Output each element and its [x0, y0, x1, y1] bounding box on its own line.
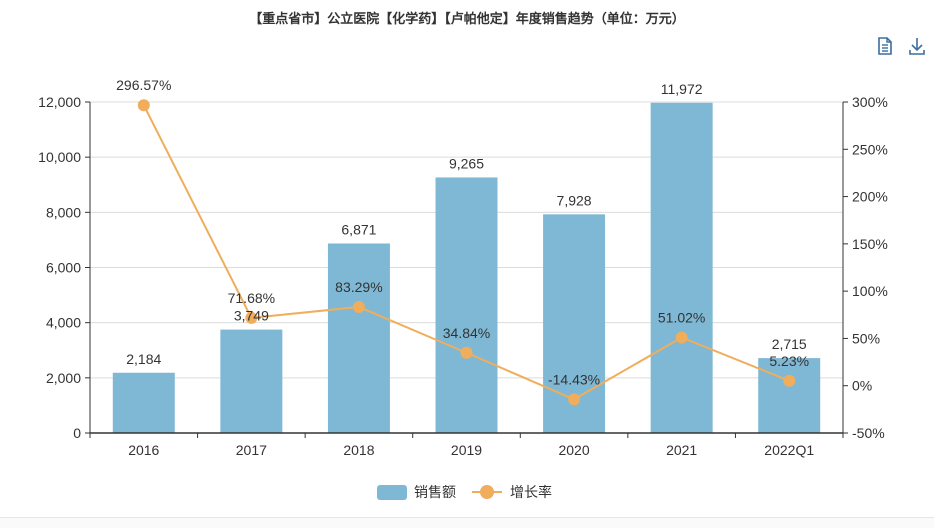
bar-value-label: 11,972 [661, 81, 703, 97]
bar-value-label: 9,265 [449, 155, 484, 171]
y-left-tick-label: 12,000 [38, 94, 81, 110]
y-left-tick-label: 10,000 [38, 149, 81, 165]
download-icon[interactable] [906, 35, 928, 57]
growth-value-label: 5.23% [769, 353, 809, 369]
y-right-tick-label: 100% [852, 283, 888, 299]
growth-point [568, 393, 581, 406]
bar-value-label: 2,715 [772, 336, 807, 352]
bar-value-label: 6,871 [341, 221, 376, 237]
y-right-tick-label: 0% [852, 378, 872, 394]
legend-line-marker [480, 485, 494, 499]
chart-title: 【重点省市】公立医院【化学药】【卢帕他定】年度销售趋势（单位：万元） [249, 12, 685, 27]
x-tick-label: 2016 [128, 442, 159, 458]
bar-series [112, 102, 821, 433]
bar [220, 329, 283, 433]
x-tick-label: 2019 [451, 442, 482, 458]
x-tick-label: 2020 [558, 442, 589, 458]
growth-point [460, 346, 473, 359]
y-right-tick-label: 250% [852, 141, 888, 157]
chart-toolbar [874, 35, 928, 57]
x-tick-label: 2021 [666, 442, 697, 458]
y-right-tick-label: -50% [852, 425, 885, 441]
growth-value-label: 83.29% [335, 279, 382, 295]
y-left-tick-label: 6,000 [46, 260, 81, 276]
legend-bar-swatch [377, 485, 407, 500]
growth-value-label: 71.68% [228, 290, 275, 306]
growth-value-label: 296.57% [116, 77, 171, 93]
growth-value-label: -14.43% [548, 371, 600, 387]
x-tick-label: 2017 [236, 442, 267, 458]
y-right-tick-label: 50% [852, 330, 880, 346]
y-left-tick-label: 8,000 [46, 204, 81, 220]
x-tick-label: 2022Q1 [764, 442, 814, 458]
y-left-tick-label: 4,000 [46, 315, 81, 331]
bar-value-label: 3,749 [234, 308, 269, 324]
growth-point [245, 311, 258, 324]
growth-point [137, 99, 150, 112]
y-left-tick-label: 0 [73, 425, 81, 441]
bottom-strip [0, 517, 934, 528]
legend-line-label: 增长率 [510, 484, 552, 500]
growth-point [352, 300, 365, 313]
growth-point [783, 374, 796, 387]
bar [650, 102, 713, 433]
y-right-tick-label: 300% [852, 94, 888, 110]
y-right-tick-label: 200% [852, 189, 888, 205]
bar [327, 243, 390, 433]
bar [758, 358, 821, 433]
y-left-tick-label: 2,000 [46, 370, 81, 386]
line-series [137, 99, 796, 406]
bar [435, 177, 498, 433]
bar [112, 372, 175, 433]
x-tick-label: 2018 [343, 442, 374, 458]
axes: 0 2,000 4,000 6,000 8,000 10,000 12,000 -50% 0% 5… [38, 94, 888, 458]
growth-value-label: 34.84% [443, 325, 490, 341]
bar-value-label: 2,184 [126, 351, 161, 367]
data-labels: 2,184 3,749 6,871 9,265 7,928 11,972 2,715 296.… [116, 77, 809, 387]
legend-bar-label: 销售额 [414, 484, 456, 500]
y-right-tick-label: 150% [852, 236, 888, 252]
legend: 销售额 增长率 [377, 484, 552, 500]
growth-value-label: 51.02% [658, 309, 705, 325]
document-icon[interactable] [874, 35, 896, 57]
bar-value-label: 7,928 [557, 192, 592, 208]
growth-point [675, 331, 688, 344]
